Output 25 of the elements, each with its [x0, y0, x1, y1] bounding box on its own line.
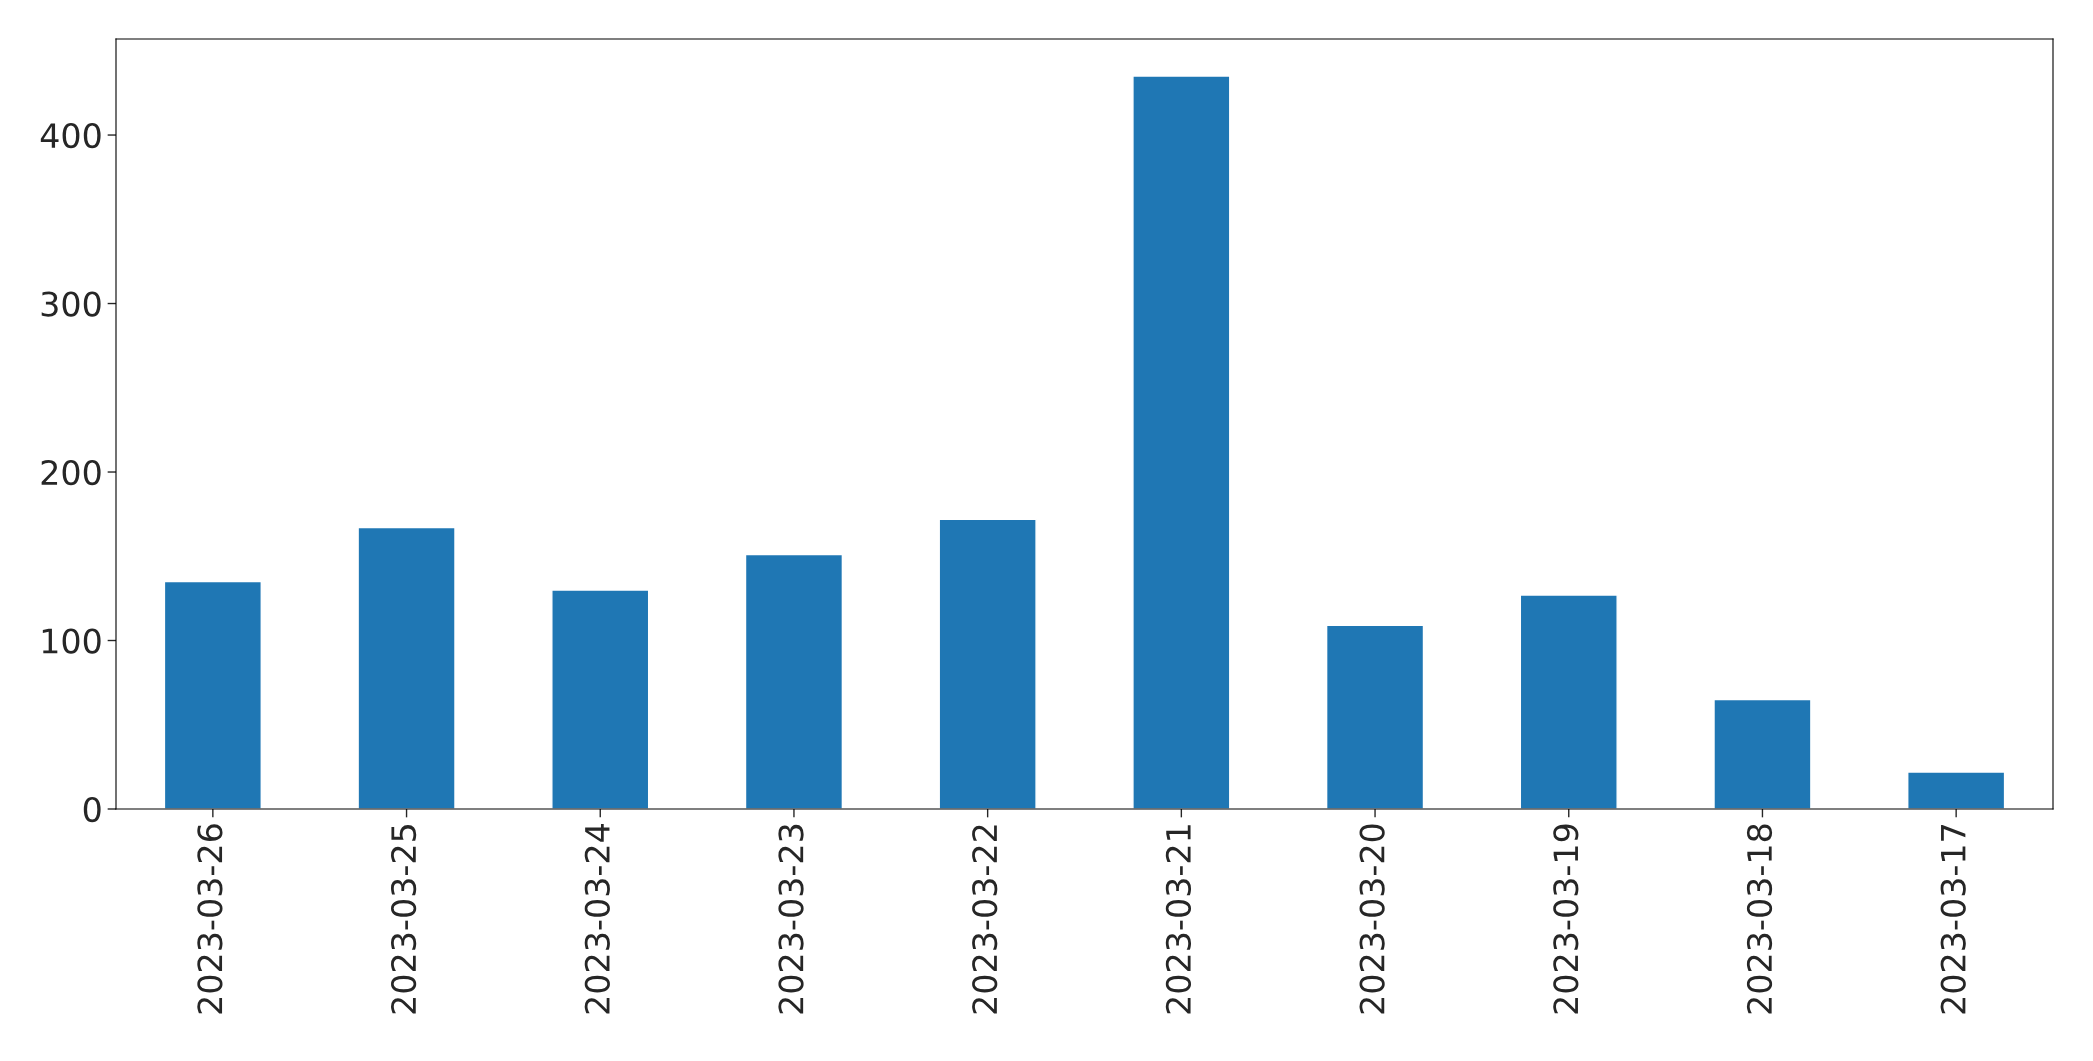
bar — [163, 580, 262, 809]
x-tick-label: 2023-03-25 — [391, 825, 417, 1014]
bar — [938, 518, 1037, 809]
x-tick-label: 2023-03-22 — [972, 825, 998, 1014]
bar — [1713, 698, 1812, 809]
bar — [1519, 594, 1618, 809]
y-tick-label: 0 — [83, 796, 101, 823]
bar — [357, 526, 456, 809]
x-tick-label: 2023-03-26 — [197, 824, 223, 1014]
x-tick-label: 2023-03-17 — [1940, 825, 1966, 1014]
y-tick-label: 200 — [41, 459, 101, 486]
x-tick-label: 2023-03-21 — [1165, 825, 1192, 1014]
bar — [1132, 75, 1231, 809]
y-tick-label: 300 — [41, 291, 101, 317]
x-tick-label: 2023-03-18 — [1746, 824, 1773, 1014]
x-tick-label: 2023-03-23 — [778, 824, 804, 1014]
x-tick-label: 2023-03-20 — [1359, 824, 1385, 1014]
bar — [744, 553, 844, 809]
y-tick-label: 400 — [40, 122, 101, 149]
bar — [1907, 771, 2006, 809]
bar — [551, 589, 650, 809]
x-tick-label: 2023-03-19 — [1553, 824, 1579, 1014]
bar — [1325, 624, 1425, 809]
x-tick-label: 2023-03-24 — [584, 824, 610, 1014]
y-tick-label: 100 — [42, 628, 101, 654]
